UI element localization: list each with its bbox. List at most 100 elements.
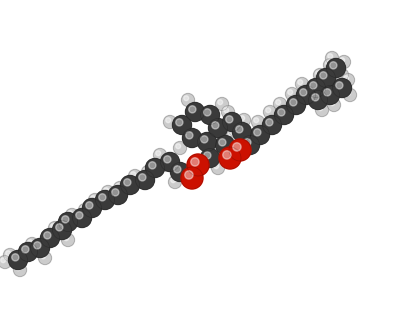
Circle shape: [52, 220, 72, 239]
Circle shape: [174, 166, 181, 173]
Circle shape: [222, 113, 242, 132]
Circle shape: [78, 204, 92, 217]
Circle shape: [336, 82, 343, 89]
Circle shape: [160, 153, 180, 172]
Circle shape: [72, 209, 92, 228]
Circle shape: [16, 266, 21, 271]
Circle shape: [330, 101, 335, 106]
Circle shape: [346, 91, 351, 96]
Circle shape: [88, 194, 102, 206]
Circle shape: [296, 85, 316, 105]
Circle shape: [182, 129, 202, 148]
Circle shape: [332, 78, 352, 98]
Circle shape: [223, 151, 231, 159]
Circle shape: [204, 109, 211, 116]
Circle shape: [198, 132, 216, 151]
Circle shape: [139, 174, 146, 181]
Circle shape: [76, 212, 83, 219]
Circle shape: [328, 54, 333, 59]
Circle shape: [51, 224, 56, 229]
Circle shape: [320, 85, 340, 105]
Circle shape: [158, 158, 172, 172]
Circle shape: [182, 93, 194, 107]
Circle shape: [206, 151, 211, 156]
Circle shape: [12, 254, 19, 261]
Circle shape: [142, 165, 154, 179]
Circle shape: [314, 68, 326, 82]
Circle shape: [189, 106, 196, 113]
Circle shape: [316, 71, 321, 76]
Circle shape: [262, 116, 282, 134]
Circle shape: [274, 106, 294, 124]
Circle shape: [276, 100, 281, 105]
Circle shape: [232, 135, 244, 148]
Circle shape: [344, 89, 356, 101]
Circle shape: [232, 123, 252, 141]
Circle shape: [254, 118, 259, 123]
Circle shape: [104, 188, 109, 193]
Circle shape: [81, 206, 86, 211]
Circle shape: [168, 175, 182, 188]
Text: alamy - J3P8Y5: alamy - J3P8Y5: [161, 301, 239, 311]
Circle shape: [64, 236, 69, 241]
Circle shape: [264, 106, 276, 118]
Circle shape: [296, 77, 308, 91]
Circle shape: [204, 148, 216, 162]
Circle shape: [306, 78, 326, 98]
Circle shape: [278, 109, 285, 116]
Circle shape: [330, 62, 337, 69]
Circle shape: [8, 251, 28, 269]
Circle shape: [324, 89, 331, 96]
Circle shape: [28, 240, 33, 245]
Circle shape: [124, 179, 131, 186]
Circle shape: [184, 96, 189, 101]
Circle shape: [26, 237, 38, 251]
Circle shape: [112, 189, 119, 196]
Circle shape: [214, 164, 219, 169]
Circle shape: [171, 178, 176, 183]
Circle shape: [116, 184, 121, 189]
Circle shape: [108, 186, 128, 204]
Circle shape: [231, 126, 236, 131]
Circle shape: [344, 76, 349, 81]
Circle shape: [149, 162, 156, 169]
Circle shape: [320, 72, 327, 79]
Circle shape: [212, 122, 219, 129]
Circle shape: [342, 74, 354, 86]
Circle shape: [156, 151, 161, 156]
Circle shape: [233, 143, 241, 151]
Circle shape: [310, 82, 317, 89]
Circle shape: [312, 94, 319, 101]
Circle shape: [191, 158, 199, 166]
Circle shape: [229, 131, 234, 136]
Circle shape: [172, 116, 192, 134]
Circle shape: [216, 135, 234, 155]
Circle shape: [338, 71, 343, 76]
Circle shape: [38, 252, 52, 265]
Circle shape: [340, 58, 345, 63]
Circle shape: [56, 224, 63, 231]
Circle shape: [86, 202, 93, 209]
Circle shape: [324, 59, 336, 71]
Circle shape: [91, 196, 96, 201]
Circle shape: [240, 135, 260, 155]
Circle shape: [144, 168, 149, 173]
Circle shape: [166, 118, 171, 123]
Circle shape: [266, 108, 271, 113]
Circle shape: [204, 152, 211, 159]
Circle shape: [226, 126, 231, 131]
Circle shape: [338, 55, 350, 68]
Circle shape: [286, 95, 306, 115]
Circle shape: [114, 181, 126, 195]
Circle shape: [254, 129, 261, 136]
Circle shape: [219, 139, 226, 146]
Circle shape: [252, 116, 264, 129]
Circle shape: [201, 136, 208, 143]
Circle shape: [290, 99, 297, 106]
Circle shape: [286, 87, 298, 100]
Circle shape: [240, 116, 245, 121]
Circle shape: [229, 139, 251, 161]
Circle shape: [18, 243, 38, 261]
Circle shape: [224, 124, 236, 137]
Circle shape: [226, 129, 240, 141]
